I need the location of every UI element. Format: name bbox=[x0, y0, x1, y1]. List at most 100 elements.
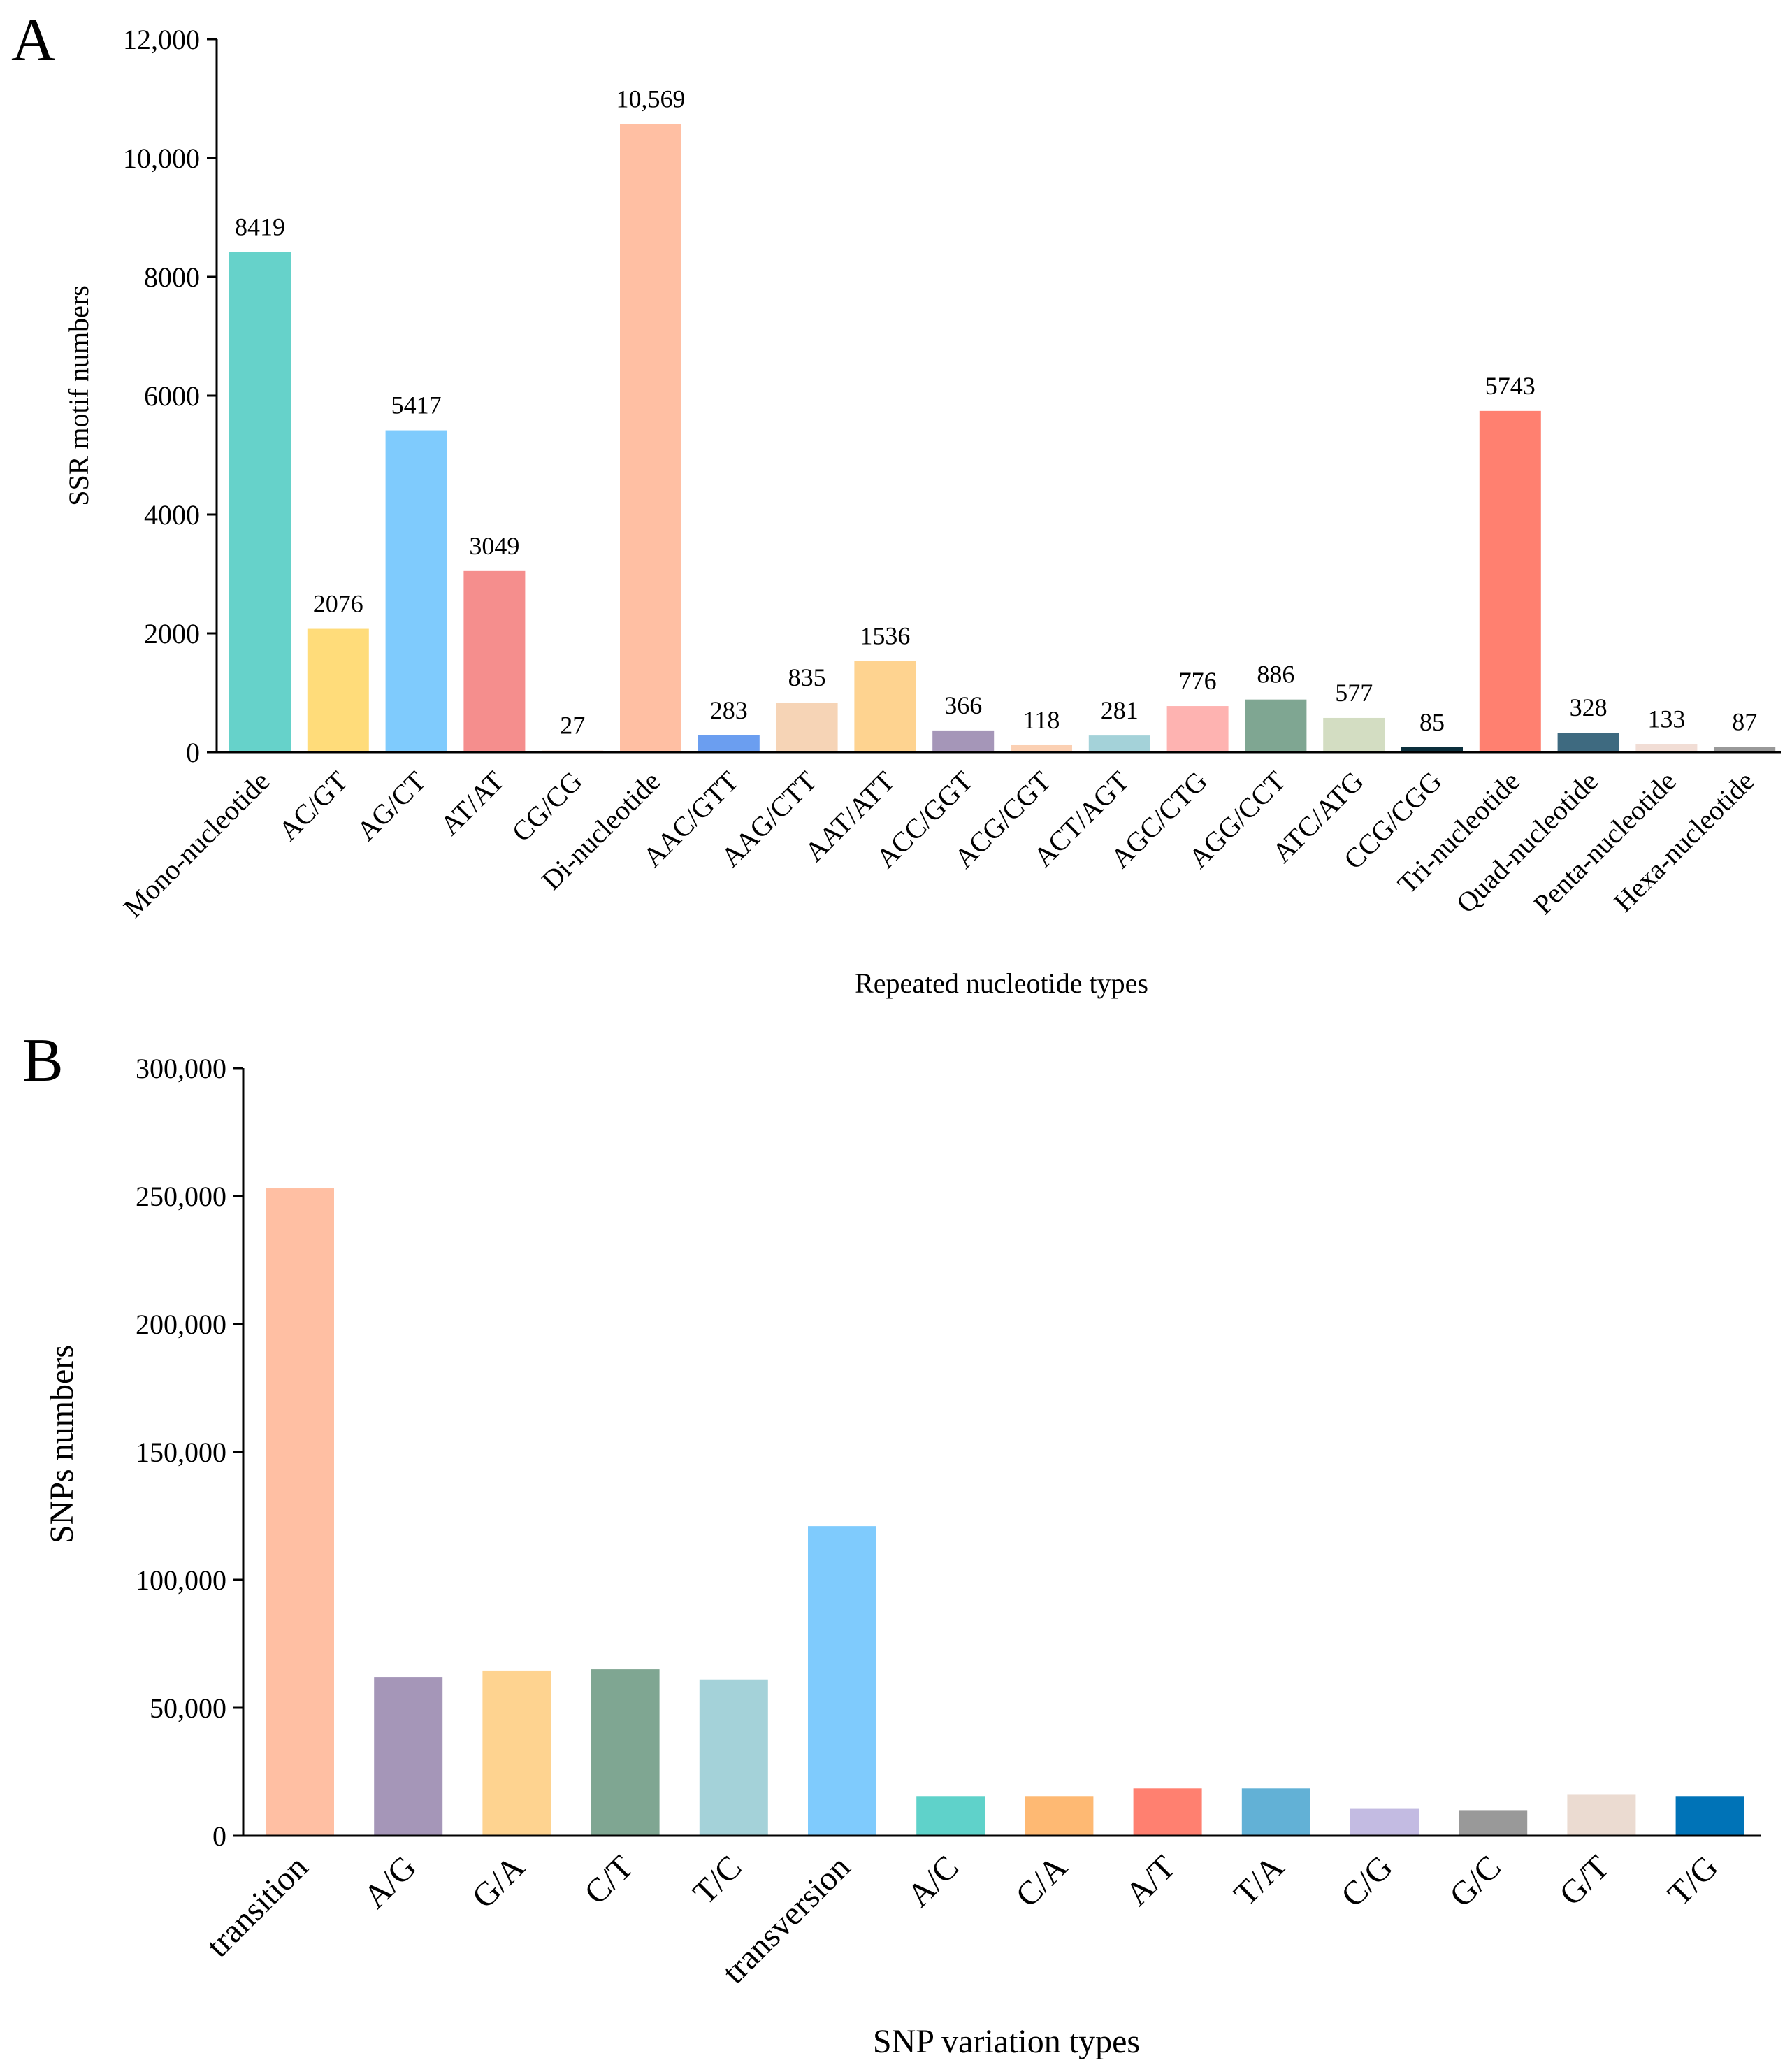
panelB-category-label: C/G bbox=[1334, 1848, 1400, 1914]
panelA-bar bbox=[1088, 735, 1150, 752]
panelA-category-label: AT/AT bbox=[434, 765, 510, 842]
panelA-category-label: Mono-nucleotide bbox=[117, 765, 276, 924]
panelB-bar bbox=[482, 1670, 551, 1836]
panelA-data-label: 10,569 bbox=[616, 85, 686, 113]
panelA-data-label: 1536 bbox=[860, 621, 910, 649]
panelA-data-label: 5417 bbox=[391, 391, 442, 419]
panelA-data-label: 886 bbox=[1257, 661, 1294, 689]
panelA-bar bbox=[854, 661, 916, 752]
panelA-bar bbox=[776, 703, 838, 752]
panelA-data-label: 5743 bbox=[1485, 372, 1536, 400]
panelA-data-label: 85 bbox=[1419, 708, 1445, 736]
panelA-bar bbox=[1401, 747, 1463, 752]
panelB-category-label: G/A bbox=[465, 1848, 532, 1915]
panelA-bar bbox=[932, 730, 995, 752]
panelA-bar bbox=[1635, 744, 1698, 752]
panelA-category-label: AG/CT bbox=[350, 765, 432, 847]
panelA-data-label: 27 bbox=[560, 712, 585, 740]
panelB-category-label: G/T bbox=[1552, 1848, 1617, 1913]
panelB-bar bbox=[591, 1669, 660, 1836]
panel-a-bars: 8419 2076 5417 3049 27 10,569 283 835 1536 366 118… bbox=[229, 85, 1776, 752]
panelA-data-label: 577 bbox=[1335, 679, 1373, 707]
panel-a-y-tick-marks bbox=[207, 38, 217, 754]
panelA-y-tick-label: 2000 bbox=[144, 618, 200, 649]
panel-b-axes bbox=[242, 1068, 1761, 1837]
panel-b-y-ticks: 0 50,000 100,000 150,000 200,000 250,000 300,0… bbox=[136, 1053, 226, 1852]
panelA-data-label: 8419 bbox=[235, 213, 285, 240]
panelB-y-tick-label: 300,000 bbox=[136, 1053, 226, 1084]
panel-b-bars bbox=[266, 1188, 1744, 1836]
panel-a-label: A bbox=[11, 6, 56, 74]
panel-a-x-axis-title: Repeated nucleotide types bbox=[855, 967, 1148, 999]
panelA-y-tick-label: 8000 bbox=[144, 261, 200, 293]
panelB-category-label: A/T bbox=[1118, 1848, 1183, 1913]
panelA-data-label: 328 bbox=[1570, 693, 1607, 721]
panelB-category-label: T/A bbox=[1227, 1848, 1291, 1913]
panelA-bar bbox=[1166, 706, 1229, 752]
panelA-bar bbox=[229, 252, 291, 752]
panelB-category-label: C/A bbox=[1009, 1848, 1074, 1914]
panelA-bar bbox=[620, 124, 681, 752]
panelA-data-label: 133 bbox=[1647, 705, 1685, 733]
panelA-bar bbox=[1714, 747, 1776, 752]
panelA-y-tick-label: 0 bbox=[186, 737, 200, 768]
panelB-category-label: C/T bbox=[577, 1848, 640, 1911]
panel-a-chart: A 8419 2076 5417 3049 27 10,569 283 835 1536 366 1… bbox=[11, 6, 1781, 999]
panelA-data-label: 281 bbox=[1101, 696, 1139, 724]
panelB-bar bbox=[1675, 1796, 1744, 1836]
panelB-y-tick-label: 100,000 bbox=[136, 1564, 226, 1596]
panelA-bar bbox=[698, 735, 760, 752]
panelB-category-label: G/C bbox=[1443, 1848, 1508, 1914]
panelA-category-label: Quad-nucleotide bbox=[1450, 765, 1604, 919]
panel-b-x-axis-title: SNP variation types bbox=[873, 2023, 1140, 2060]
panelA-data-label: 87 bbox=[1732, 708, 1757, 736]
panelB-bar bbox=[374, 1677, 443, 1836]
panelB-bar bbox=[1133, 1788, 1202, 1836]
panelA-bar bbox=[1245, 699, 1307, 752]
panelB-bar bbox=[1459, 1810, 1528, 1836]
panelB-category-label: transition bbox=[199, 1848, 315, 1964]
panelB-bar bbox=[916, 1796, 985, 1836]
panelB-y-tick-label: 150,000 bbox=[136, 1437, 226, 1468]
panel-b-label: B bbox=[22, 1027, 64, 1095]
panel-a-y-axis-title: SSR motif numbers bbox=[63, 285, 94, 506]
panelA-category-label: Hexa-nucleotide bbox=[1607, 765, 1761, 919]
panelB-bar bbox=[1350, 1808, 1419, 1836]
panelB-bar bbox=[699, 1679, 768, 1836]
panel-b-y-tick-marks bbox=[233, 1067, 243, 1837]
panel-b-y-axis-title: SNPs numbers bbox=[43, 1345, 80, 1544]
panelA-data-label: 118 bbox=[1023, 706, 1060, 734]
panelA-data-label: 3049 bbox=[469, 532, 519, 560]
panelB-bar bbox=[1025, 1796, 1094, 1836]
panelA-y-tick-label: 6000 bbox=[144, 380, 200, 412]
panelB-bar bbox=[1241, 1788, 1310, 1836]
panelA-category-label: AC/GT bbox=[272, 765, 354, 847]
panelA-bar bbox=[1479, 410, 1541, 752]
panelA-y-tick-label: 4000 bbox=[144, 499, 200, 531]
panelA-data-label: 366 bbox=[944, 691, 982, 719]
panelB-category-label: A/G bbox=[356, 1848, 424, 1915]
panelA-bar bbox=[463, 570, 526, 752]
panelA-bar bbox=[385, 430, 447, 752]
panelB-category-label: T/C bbox=[686, 1848, 749, 1911]
panelA-data-label: 283 bbox=[710, 696, 748, 724]
panelA-data-label: 835 bbox=[788, 663, 826, 691]
panelA-bar bbox=[307, 628, 369, 752]
panelA-data-label: 776 bbox=[1179, 667, 1217, 695]
panelA-y-tick-label: 10,000 bbox=[123, 143, 200, 174]
panelB-y-tick-label: 0 bbox=[212, 1820, 226, 1852]
panelA-bar bbox=[1557, 733, 1619, 752]
panelB-bar bbox=[266, 1188, 334, 1836]
panelB-bar bbox=[1567, 1794, 1636, 1836]
panel-a-y-ticks: 0 2000 4000 6000 8000 10,000 12,000 bbox=[123, 24, 200, 768]
panelB-category-label: A/C bbox=[900, 1848, 966, 1914]
panelA-bar bbox=[1323, 717, 1385, 752]
panel-a-axes bbox=[215, 39, 1781, 754]
panelB-bar bbox=[808, 1526, 876, 1836]
panelA-y-tick-label: 12,000 bbox=[123, 24, 200, 55]
panelA-bar bbox=[1011, 744, 1072, 752]
panelB-category-label: T/G bbox=[1661, 1848, 1725, 1913]
